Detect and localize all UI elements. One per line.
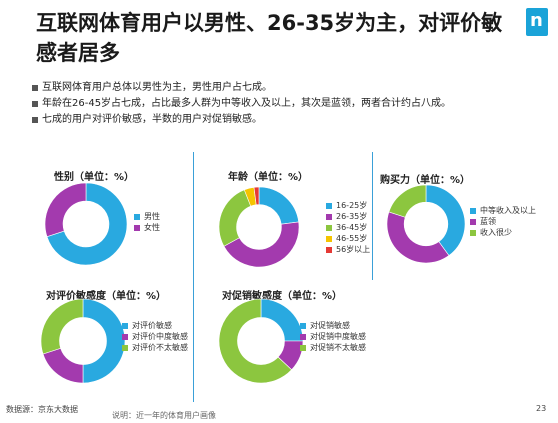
legend-swatch bbox=[122, 333, 128, 340]
review-slice-1 bbox=[42, 347, 84, 384]
legend-label: 对促销中度敏感 bbox=[310, 332, 366, 341]
review-donut-chart bbox=[40, 298, 126, 384]
legend-label: 26-35岁 bbox=[336, 212, 368, 221]
purchasing-legend: 中等收入及以上 蓝领收入很少 bbox=[470, 205, 536, 238]
legend-swatch bbox=[470, 229, 476, 236]
legend-label: 56岁以上 bbox=[336, 245, 371, 254]
legend-label: 男性 bbox=[144, 212, 160, 221]
bullet-item: 七成的用户对评价敏感，半数的用户对促销敏感。 bbox=[32, 112, 451, 128]
legend-label: 蓝领 bbox=[480, 217, 496, 226]
promo-slice-2 bbox=[218, 298, 293, 384]
age-slice-2 bbox=[218, 189, 252, 247]
legend-label: 收入很少 bbox=[480, 228, 512, 237]
purchasing-legend-item: 蓝领 bbox=[470, 216, 536, 227]
legend-swatch bbox=[326, 246, 332, 253]
age-legend-item: 36-45岁 bbox=[326, 222, 370, 233]
legend-swatch bbox=[470, 207, 476, 214]
legend-swatch bbox=[470, 218, 476, 225]
legend-swatch bbox=[326, 202, 332, 209]
promo-legend-item: 对促销不太敏感 bbox=[300, 342, 366, 353]
legend-swatch bbox=[134, 213, 140, 220]
divider-left bbox=[193, 152, 194, 402]
promo-chart-title: 对促销敏感度（单位：%） bbox=[222, 291, 343, 302]
age-slice-4 bbox=[253, 186, 260, 206]
age-slice-1 bbox=[223, 221, 300, 268]
legend-swatch bbox=[326, 213, 332, 220]
brand-logo-icon: n bbox=[526, 8, 548, 36]
gender-donut-chart bbox=[44, 182, 128, 266]
gender-chart-title: 性别（单位：%） bbox=[54, 172, 135, 183]
legend-label: 女性 bbox=[144, 223, 160, 232]
review-slice-0 bbox=[82, 298, 126, 384]
legend-swatch bbox=[300, 344, 306, 351]
purchasing-donut-chart bbox=[386, 184, 466, 264]
legend-swatch bbox=[122, 344, 128, 351]
review-legend-item: 对评价不太敏感 bbox=[122, 342, 188, 353]
bullet-item: 年龄在26-45岁占七成，占比最多人群为中等收入及以上，其次是蓝领，两者合计约占… bbox=[32, 96, 451, 112]
purchasing-legend-item: 中等收入及以上 bbox=[470, 205, 536, 216]
review-legend-item: 对评价中度敏感 bbox=[122, 331, 188, 342]
bullet-item: 互联网体育用户总体以男性为主，男性用户占七成。 bbox=[32, 80, 451, 96]
age-legend-item: 56岁以上 bbox=[326, 244, 370, 255]
legend-swatch bbox=[326, 235, 332, 242]
legend-label: 对评价中度敏感 bbox=[132, 332, 188, 341]
legend-swatch bbox=[122, 322, 128, 329]
legend-label: 36-45岁 bbox=[336, 223, 368, 232]
legend-label: 对评价敏感 bbox=[132, 321, 172, 330]
data-source: 数据源：京东大数据 bbox=[6, 405, 78, 414]
gender-slice-1 bbox=[44, 182, 87, 238]
legend-label: 中等收入及以上 bbox=[480, 206, 536, 215]
promo-legend-item: 对促销中度敏感 bbox=[300, 331, 366, 342]
legend-swatch bbox=[300, 322, 306, 329]
legend-label: 46-55岁 bbox=[336, 234, 368, 243]
legend-swatch bbox=[300, 333, 306, 340]
summary-bullets: 互联网体育用户总体以男性为主，男性用户占七成。 年龄在26-45岁占七成，占比最… bbox=[32, 80, 451, 128]
logo-glyph: n bbox=[530, 10, 543, 31]
page-number: 23 bbox=[536, 404, 547, 413]
age-chart-title: 年龄（单位：%） bbox=[228, 172, 309, 183]
legend-label: 对评价不太敏感 bbox=[132, 343, 188, 352]
review-legend: 对评价敏感对评价中度敏感 对评价不太敏感 bbox=[122, 320, 188, 353]
age-legend-item: 46-55岁 bbox=[326, 233, 370, 244]
gender-slice-0 bbox=[46, 182, 128, 266]
legend-label: 16-25岁 bbox=[336, 201, 368, 210]
age-legend: 16-25岁 26-35岁 36-45岁 46-55岁 56岁以上 bbox=[326, 200, 370, 255]
promo-legend: 对促销敏感对促销中度敏感 对促销不太敏感 bbox=[300, 320, 366, 353]
footnote: 说明：近一年的体育用户画像 bbox=[112, 411, 216, 420]
age-slice-0 bbox=[258, 186, 300, 225]
age-legend-item: 16-25岁 bbox=[326, 200, 370, 211]
legend-label: 对促销敏感 bbox=[310, 321, 350, 330]
promo-slice-0 bbox=[260, 298, 304, 342]
legend-label: 对促销不太敏感 bbox=[310, 343, 366, 352]
purchasing-slice-2 bbox=[388, 184, 427, 218]
age-donut-chart bbox=[218, 186, 300, 268]
review-slice-2 bbox=[40, 298, 84, 355]
divider-right bbox=[372, 152, 373, 280]
promo-legend-item: 对促销敏感 bbox=[300, 320, 366, 331]
review-chart-title: 对评价敏感度（单位：%） bbox=[46, 291, 167, 302]
gender-legend: 男性 女性 bbox=[134, 211, 160, 233]
page-title: 互联网体育用户以男性、26-35岁为主，对评价敏感者居多 bbox=[36, 11, 503, 65]
gender-legend-item: 男性 bbox=[134, 211, 160, 222]
purchasing-legend-item: 收入很少 bbox=[470, 227, 536, 238]
review-legend-item: 对评价敏感 bbox=[122, 320, 188, 331]
gender-legend-item: 女性 bbox=[134, 222, 160, 233]
age-legend-item: 26-35岁 bbox=[326, 211, 370, 222]
legend-swatch bbox=[134, 224, 140, 231]
promo-donut-chart bbox=[218, 298, 304, 384]
legend-swatch bbox=[326, 224, 332, 231]
purchasing-slice-1 bbox=[386, 211, 450, 264]
purchasing-chart-title: 购买力（单位：%） bbox=[380, 175, 471, 186]
